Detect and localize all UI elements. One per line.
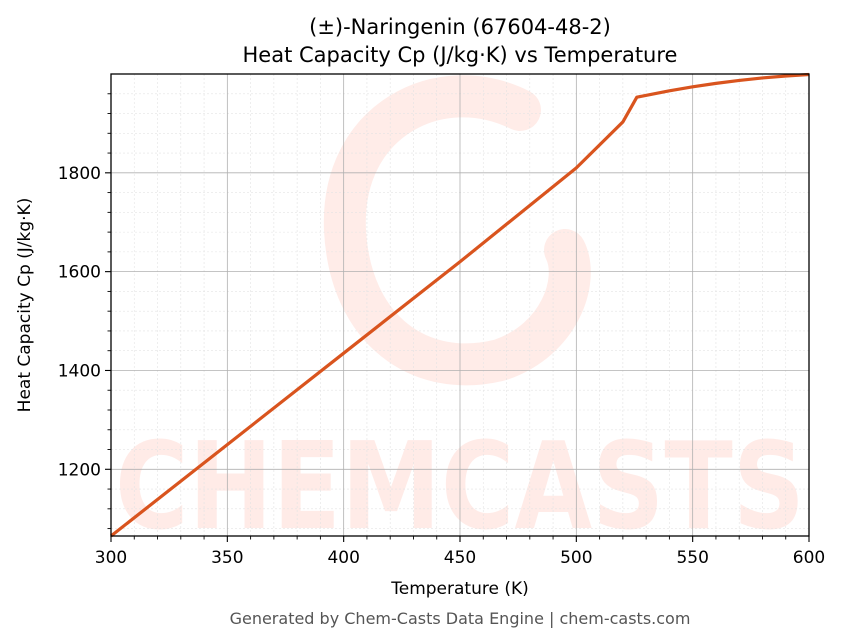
x-tick-label: 550 bbox=[676, 548, 708, 568]
y-axis-ticks: 1200 1400 1600 1800 bbox=[58, 93, 111, 530]
x-tick-label: 600 bbox=[793, 548, 825, 568]
y-tick-label: 1200 bbox=[58, 460, 101, 480]
chart-title: (±)-Naringenin (67604-48-2) bbox=[309, 15, 611, 39]
x-axis-ticks: 300 350 400 450 500 550 600 bbox=[95, 536, 825, 568]
x-tick-label: 350 bbox=[211, 548, 243, 568]
y-axis-label: Heat Capacity Cp (J/kg·K) bbox=[15, 198, 35, 413]
x-axis-label: Temperature (K) bbox=[390, 579, 529, 599]
x-tick-label: 400 bbox=[327, 548, 359, 568]
series-line bbox=[110, 72, 810, 538]
y-tick-label: 1600 bbox=[58, 263, 101, 283]
watermark-swirl bbox=[323, 75, 591, 386]
chart-subtitle: Heat Capacity Cp (J/kg·K) vs Temperature bbox=[243, 43, 678, 67]
y-tick-label: 1800 bbox=[58, 164, 101, 184]
y-tick-label: 1400 bbox=[58, 361, 101, 381]
footer-credit: Generated by Chem-Casts Data Engine | ch… bbox=[230, 609, 691, 628]
series-layer bbox=[110, 72, 810, 538]
x-tick-label: 500 bbox=[560, 548, 592, 568]
x-tick-label: 450 bbox=[444, 548, 476, 568]
x-tick-label: 300 bbox=[95, 548, 127, 568]
